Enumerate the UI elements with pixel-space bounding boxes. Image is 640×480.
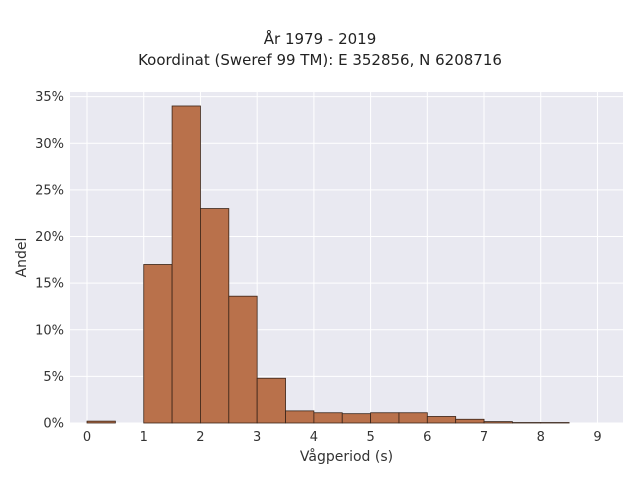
x-axis-ticks: 0 1 2 3 4 5 6 7 8 9 <box>83 430 602 445</box>
bars-group <box>86 105 570 424</box>
y-tick-label: 30% <box>35 137 64 152</box>
y-axis-ticks: 0% 5% 10% 15% 20% 25% 30% 35% <box>35 90 64 431</box>
y-tick-label: 20% <box>35 230 64 245</box>
histogram-bar <box>313 412 343 424</box>
x-tick-label: 3 <box>253 430 261 445</box>
chart-title-line-1: År 1979 - 2019 <box>263 30 377 48</box>
y-tick-label: 10% <box>35 323 64 338</box>
histogram-bar <box>370 412 400 424</box>
x-tick-label: 7 <box>480 430 488 445</box>
y-axis-label: Andel <box>14 238 30 278</box>
x-tick-label: 1 <box>140 430 148 445</box>
histogram-bar <box>200 208 230 424</box>
histogram-bar <box>285 410 315 424</box>
x-axis-label: Vågperiod (s) <box>300 448 393 465</box>
histogram-bar <box>426 416 457 424</box>
histogram-bar <box>143 264 173 424</box>
x-tick-label: 0 <box>83 430 91 445</box>
histogram-bar <box>398 412 428 424</box>
x-tick-label: 8 <box>537 430 545 445</box>
x-tick-label: 4 <box>310 430 318 445</box>
x-tick-label: 2 <box>196 430 204 445</box>
histogram-bar <box>256 377 286 424</box>
histogram-bar <box>171 105 201 424</box>
x-tick-label: 9 <box>593 430 601 445</box>
y-tick-label: 35% <box>35 90 64 105</box>
x-tick-label: 5 <box>366 430 374 445</box>
y-tick-label: 5% <box>43 370 64 385</box>
y-tick-label: 25% <box>35 183 64 198</box>
y-tick-label: 15% <box>35 277 64 292</box>
y-tick-label: 0% <box>43 417 64 432</box>
histogram-bar <box>483 421 513 424</box>
x-tick-label: 6 <box>423 430 431 445</box>
histogram-bar <box>86 420 116 424</box>
histogram-bar <box>228 295 258 424</box>
histogram-bar <box>341 413 372 424</box>
histogram-bar <box>455 418 485 424</box>
chart-title-line-2: Koordinat (Sweref 99 TM): E 352856, N 62… <box>138 51 502 69</box>
